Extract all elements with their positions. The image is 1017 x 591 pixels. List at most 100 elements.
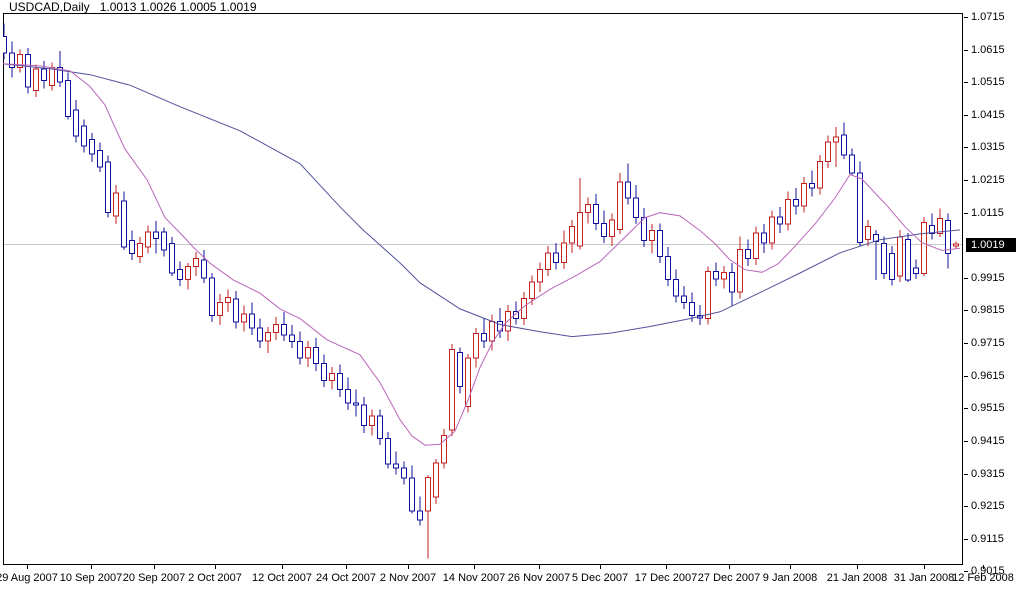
candlestick-chart-canvas[interactable]	[3, 13, 963, 565]
time-scale-tick	[666, 565, 667, 569]
price-scale-label: 0.9115	[971, 533, 1004, 545]
candle-body-bear	[353, 402, 359, 406]
price-scale-tick	[964, 310, 968, 311]
time-scale-tick	[408, 565, 409, 569]
candle-body-bear	[313, 346, 319, 365]
candle-body-bear	[209, 277, 215, 316]
candle-body-bear	[201, 259, 207, 279]
time-scale-tick	[729, 565, 730, 569]
candle-body-bull	[489, 320, 495, 342]
time-scale-label: 20 Sep 2007	[122, 572, 186, 584]
candle-body-bear	[361, 404, 367, 427]
candle-body-bear	[73, 109, 79, 137]
candle-body-bull	[577, 212, 583, 247]
time-scale-tick	[539, 565, 540, 569]
candle-body-bull	[113, 192, 119, 217]
candle-body-bull	[369, 415, 375, 427]
candle-body-bear	[625, 181, 631, 199]
candle-body-bear	[177, 269, 183, 281]
candle-body-bull	[753, 232, 759, 259]
price-scale-label: 1.0415	[971, 109, 1005, 121]
price-scale-tick	[964, 50, 968, 51]
candle-body-bull	[921, 221, 927, 275]
candle-body-bear	[873, 234, 879, 243]
time-scale-tick	[154, 565, 155, 569]
time-scale-label: 24 Oct 2007	[316, 572, 376, 584]
candles-series	[3, 23, 959, 559]
candle-body-bull	[265, 331, 271, 342]
candle-body-bull	[817, 160, 823, 189]
current-price-label: 1.0019	[966, 237, 1016, 252]
candle-body-bull	[865, 226, 871, 241]
candle-body-bull	[193, 257, 199, 267]
candle-body-bull	[449, 349, 455, 431]
candle-body-bear	[809, 182, 815, 189]
price-scale-tick	[964, 278, 968, 279]
candle-body-bull	[801, 182, 807, 207]
time-scale-label: 26 Nov 2007	[507, 572, 571, 584]
candle-body-bull	[473, 332, 479, 359]
candle-body-bear	[729, 271, 735, 293]
price-scale-tick	[964, 441, 968, 442]
time-scale-tick	[924, 565, 925, 569]
candle-body-bear	[905, 239, 911, 281]
candle-body-bear	[3, 36, 7, 54]
price-scale-label: 1.0215	[971, 174, 1005, 186]
candle-body-bear	[169, 243, 175, 274]
candle-body-bear	[457, 352, 463, 387]
candle-body-bear	[401, 467, 407, 479]
time-scale-tick	[790, 565, 791, 569]
time-scale-label: 27 Dec 2007	[697, 572, 761, 584]
price-scale-label: 0.9615	[971, 370, 1005, 382]
candle-body-bear	[409, 477, 415, 512]
candle-body-bear	[793, 199, 799, 207]
time-scale-tick	[474, 565, 475, 569]
candle-body-bear	[345, 389, 351, 404]
candle-body-bull	[33, 68, 39, 91]
price-scale-tick	[964, 147, 968, 148]
price-scale-label: 0.9515	[971, 402, 1005, 414]
candle-body-bear	[297, 340, 303, 359]
time-scale-label: 12 Oct 2007	[252, 572, 312, 584]
candle-body-bear	[497, 320, 503, 332]
candle-body-bull	[833, 136, 839, 143]
candle-body-bull	[305, 346, 311, 359]
price-scale-label: 0.9415	[971, 435, 1005, 447]
time-scale-label: 10 Sep 2007	[59, 572, 123, 584]
price-scale-tick	[964, 474, 968, 475]
candle-body-bear	[41, 68, 47, 82]
candle-body-bear	[681, 295, 687, 303]
price-scale-label: 0.9815	[971, 304, 1005, 316]
candle-body-bull	[825, 141, 831, 162]
time-scale-label: 21 Jan 2008	[826, 572, 888, 584]
price-scale-label: 0.9015	[971, 565, 1005, 577]
candle-body-bull	[329, 372, 335, 382]
candle-body-bull	[145, 231, 151, 248]
time-scale-label: 14 Nov 2007	[442, 572, 506, 584]
candle-body-bear	[857, 172, 863, 244]
candle-body-bear	[513, 310, 519, 320]
price-scale-label: 0.9715	[971, 337, 1005, 349]
candle-body-bear	[553, 252, 559, 264]
candle-body-bear	[641, 217, 647, 241]
candle-body-bull	[649, 230, 655, 241]
candle-body-bear	[105, 161, 111, 214]
price-scale-tick	[964, 408, 968, 409]
candle-body-bear	[81, 125, 87, 147]
candle-body-bear	[945, 219, 951, 254]
time-scale-tick	[282, 565, 283, 569]
candle-body-bull	[569, 226, 575, 244]
candle-body-bull	[897, 236, 903, 277]
candle-body-bear	[665, 256, 671, 281]
candle-body-bull	[705, 270, 711, 320]
candle-body-bear	[9, 52, 15, 69]
price-scale-tick	[964, 571, 968, 572]
candle-body-bull	[545, 252, 551, 271]
price-chart-plot-area[interactable]	[3, 13, 963, 565]
candle-body-bear	[89, 138, 95, 155]
candle-body-bear	[337, 372, 343, 391]
candle-body-bull	[433, 462, 439, 498]
chart-title: USDCAD,Daily 1.0013 1.0026 1.0005 1.0019	[9, 0, 257, 14]
price-scale-label: 0.9315	[971, 468, 1005, 480]
time-scale-tick	[27, 565, 28, 569]
